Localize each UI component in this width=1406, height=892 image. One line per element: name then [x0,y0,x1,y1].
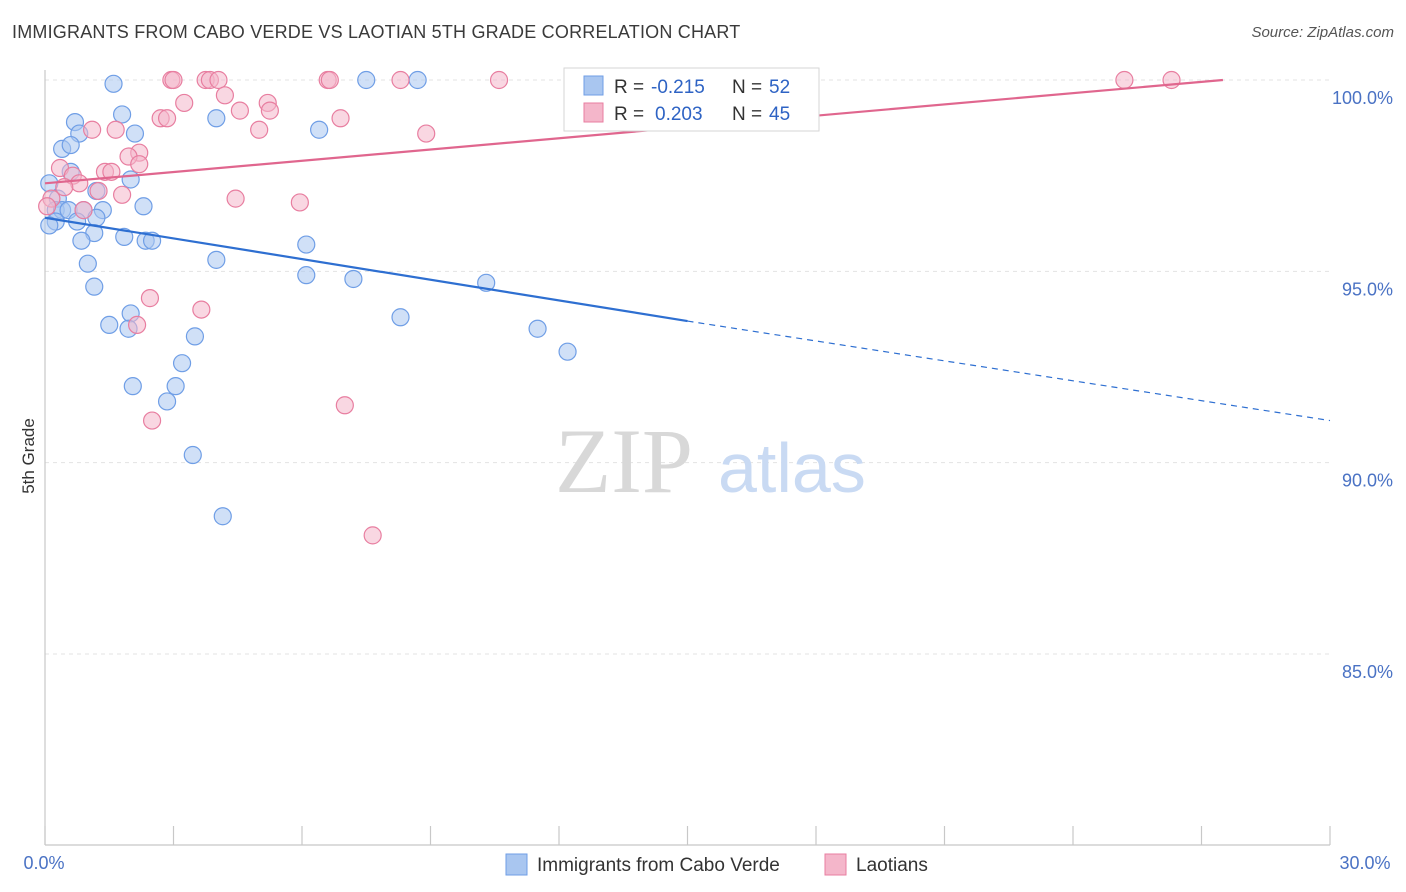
y-tick-label: 100.0% [1332,88,1393,108]
data-point [125,124,145,143]
legend-n-value-1: 52 [769,77,790,98]
data-point [391,308,410,327]
data-point [1115,70,1134,90]
trend-line-cabo-verde-extension [687,320,1331,422]
x-tick-label-max: 30.0% [1339,853,1390,873]
data-point [230,101,249,120]
series-legend: Immigrants from Cabo Verde Laotians [505,853,928,876]
data-point [115,227,134,246]
data-point [213,507,232,526]
data-point [528,319,547,338]
data-point [100,315,119,335]
data-point [40,216,59,235]
series-cabo-verde-points [40,70,577,526]
data-point [331,109,350,128]
chart-source: Source: ZipAtlas.com [1251,24,1394,41]
data-point [183,445,202,465]
data-point [130,155,149,174]
data-point [83,120,102,139]
legend-n-label-2: N = [732,104,762,125]
data-point [417,124,436,143]
data-point [157,109,177,128]
data-point [72,231,91,250]
data-point [357,70,376,90]
bottom-legend-label-cabo-verde: Immigrants from Cabo Verde [537,855,780,876]
x-tick-label-min: 0.0% [23,853,64,873]
data-point [112,105,132,124]
data-point [192,300,211,319]
chart-title: IMMIGRANTS FROM CABO VERDE VS LAOTIAN 5T… [12,22,741,42]
data-point [85,277,104,296]
data-point [310,120,329,139]
y-tick-labels: 100.0% 95.0% 90.0% 85.0% [1332,88,1393,682]
data-point [363,526,382,545]
data-point [209,70,228,90]
data-point [297,266,316,285]
legend-swatch-cabo-verde [583,75,604,96]
data-point [78,254,97,273]
data-point [391,70,410,90]
legend-r-value-2: 0.203 [655,104,703,125]
bottom-legend-swatch-laotians [824,853,847,876]
data-point [558,342,577,361]
legend-box [563,67,820,132]
data-point [89,181,108,201]
data-point [185,327,205,346]
bottom-legend-swatch-cabo-verde [505,853,528,876]
data-point [166,377,185,396]
data-point [70,174,89,193]
data-point [164,70,183,90]
data-point [175,93,194,113]
data-point [290,193,309,212]
trend-lines [44,78,1331,422]
trend-line-cabo-verde [44,216,688,323]
data-point [127,315,147,335]
data-point [172,354,192,373]
bottom-legend-label-laotians: Laotians [856,855,928,876]
correlation-legend: R = -0.215 N = 52 R = 0.203 N = 45 [563,67,820,132]
data-point [297,235,316,254]
legend-swatch-laotians [583,102,604,123]
data-point [112,185,132,204]
y-tick-label: 85.0% [1342,662,1393,682]
legend-n-label-1: N = [732,77,762,98]
data-point [142,411,162,430]
data-point [250,120,269,139]
data-point [61,135,80,155]
data-point [344,269,363,289]
x-tick-marks [44,826,1331,845]
y-tick-label: 95.0% [1342,279,1393,299]
data-point [157,392,177,411]
data-point [335,396,354,415]
data-point [489,70,509,90]
legend-r-value-1: -0.215 [651,77,705,98]
y-axis-label: 5th Grade [19,418,38,494]
data-point [207,109,226,128]
data-point [74,201,93,220]
data-point [207,250,226,269]
data-point [215,86,234,105]
legend-n-value-2: 45 [769,104,790,125]
trend-line-laotians [44,78,1224,185]
data-point [123,377,142,396]
data-point [408,70,427,90]
data-point [134,197,153,216]
legend-r-label-1: R = [614,77,644,98]
data-point [226,189,245,208]
watermark-zip: ZIP [555,410,693,512]
data-point [38,197,57,216]
watermark-atlas: atlas [718,429,866,507]
legend-r-label-2: R = [614,104,644,125]
data-point [104,74,123,93]
y-tick-label: 90.0% [1342,471,1393,491]
data-point [106,120,125,139]
data-point [140,289,160,308]
data-point [320,70,339,90]
data-point [121,170,140,189]
data-point [260,101,279,120]
